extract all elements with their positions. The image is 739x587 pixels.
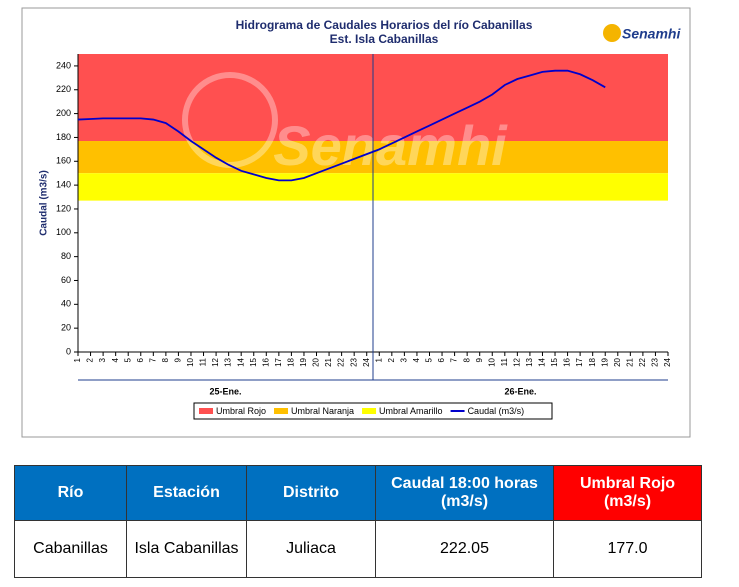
x-tick-label: 1 bbox=[73, 357, 82, 362]
y-tick-label: 200 bbox=[56, 108, 71, 118]
y-tick-label: 220 bbox=[56, 84, 71, 94]
x-tick-label: 17 bbox=[274, 357, 283, 366]
x-tick-label: 17 bbox=[575, 357, 584, 366]
x-tick-label: 5 bbox=[123, 357, 132, 362]
y-tick-label: 140 bbox=[56, 179, 71, 189]
x-tick-label: 10 bbox=[186, 357, 195, 366]
y-tick-label: 80 bbox=[61, 251, 71, 261]
legend-label: Umbral Naranja bbox=[291, 406, 354, 416]
y-tick-label: 40 bbox=[61, 299, 71, 309]
header-cell: Distrito bbox=[246, 465, 376, 521]
header-cell: Umbral Rojo (m3/s) bbox=[553, 465, 702, 521]
x-tick-label: 8 bbox=[161, 357, 170, 362]
legend-label: Umbral Amarillo bbox=[379, 406, 443, 416]
y-tick-label: 0 bbox=[66, 346, 71, 356]
x-tick-label: 12 bbox=[211, 357, 220, 366]
x-tick-label: 8 bbox=[462, 357, 471, 362]
x-tick-label: 15 bbox=[550, 357, 559, 366]
x-tick-label: 19 bbox=[299, 357, 308, 366]
x-tick-label: 16 bbox=[261, 357, 270, 366]
x-tick-label: 3 bbox=[399, 357, 408, 362]
y-tick-label: 20 bbox=[61, 323, 71, 333]
x-tick-label: 15 bbox=[249, 357, 258, 366]
legend-label: Umbral Rojo bbox=[216, 406, 266, 416]
x-tick-label: 13 bbox=[525, 357, 534, 366]
chart-subtitle: Est. Isla Cabanillas bbox=[330, 32, 439, 46]
x-tick-label: 24 bbox=[663, 357, 672, 366]
header-cell: Estación bbox=[126, 465, 247, 521]
y-tick-label: 180 bbox=[56, 132, 71, 142]
legend-swatch bbox=[362, 408, 377, 414]
legend-swatch bbox=[274, 408, 289, 414]
y-tick-label: 240 bbox=[56, 60, 71, 70]
x-tick-label: 23 bbox=[651, 357, 660, 366]
y-tick-label: 60 bbox=[61, 275, 71, 285]
x-tick-label: 11 bbox=[500, 357, 509, 366]
x-tick-label: 13 bbox=[224, 357, 233, 366]
x-tick-label: 2 bbox=[86, 357, 95, 362]
cell: 222.05 bbox=[375, 520, 554, 578]
x-tick-label: 20 bbox=[312, 357, 321, 366]
x-tick-label: 6 bbox=[136, 357, 145, 362]
data-line bbox=[77, 69, 606, 182]
y-axis-label: Caudal (m3/s) bbox=[39, 170, 50, 236]
x-tick-label: 22 bbox=[337, 357, 346, 366]
x-tick-label: 14 bbox=[538, 357, 547, 366]
x-tick-label: 7 bbox=[450, 357, 459, 362]
header-cell: Caudal 18:00 horas (m3/s) bbox=[375, 465, 554, 521]
x-tick-label: 21 bbox=[625, 357, 634, 366]
x-tick-label: 6 bbox=[437, 357, 446, 362]
legend-label: Caudal (m3/s) bbox=[468, 406, 525, 416]
x-tick-label: 3 bbox=[98, 357, 107, 362]
day-label: 26-Ene. bbox=[504, 386, 536, 396]
x-tick-label: 1 bbox=[374, 357, 383, 362]
x-tick-label: 4 bbox=[111, 357, 120, 362]
x-tick-label: 9 bbox=[475, 357, 484, 362]
x-tick-label: 10 bbox=[487, 357, 496, 366]
x-tick-label: 11 bbox=[199, 357, 208, 366]
x-tick-label: 18 bbox=[588, 357, 597, 366]
x-tick-label: 12 bbox=[512, 357, 521, 366]
day-label: 25-Ene. bbox=[209, 386, 241, 396]
watermark: Senamhi bbox=[273, 114, 508, 177]
chart: Hidrograma de Caudales Horarios del río … bbox=[21, 7, 691, 438]
x-tick-label: 2 bbox=[387, 357, 396, 362]
logo: Senamhi bbox=[622, 26, 681, 42]
x-tick-label: 9 bbox=[174, 357, 183, 362]
cell: Juliaca bbox=[246, 520, 376, 578]
x-tick-label: 7 bbox=[148, 357, 157, 362]
x-tick-label: 18 bbox=[287, 357, 296, 366]
logo-sun bbox=[603, 24, 621, 42]
x-tick-label: 22 bbox=[638, 357, 647, 366]
header-cell: Río bbox=[14, 465, 127, 521]
cell: Cabanillas bbox=[14, 520, 127, 578]
table: Río Estación Distrito Caudal 18:00 horas… bbox=[14, 465, 702, 578]
cell: 177.0 bbox=[553, 520, 702, 578]
x-tick-label: 4 bbox=[412, 357, 421, 362]
x-tick-label: 14 bbox=[236, 357, 245, 366]
x-tick-label: 21 bbox=[324, 357, 333, 366]
x-tick-label: 19 bbox=[600, 357, 609, 366]
cell: Isla Cabanillas bbox=[126, 520, 247, 578]
x-tick-label: 23 bbox=[349, 357, 358, 366]
x-tick-label: 24 bbox=[362, 357, 371, 366]
x-tick-label: 20 bbox=[613, 357, 622, 366]
x-tick-label: 5 bbox=[425, 357, 434, 362]
x-tick-label: 16 bbox=[563, 357, 572, 366]
y-tick-label: 100 bbox=[56, 227, 71, 237]
y-tick-label: 120 bbox=[56, 203, 71, 213]
legend-swatch bbox=[199, 408, 213, 414]
y-tick-label: 160 bbox=[56, 156, 71, 166]
chart-title: Hidrograma de Caudales Horarios del río … bbox=[236, 18, 533, 32]
